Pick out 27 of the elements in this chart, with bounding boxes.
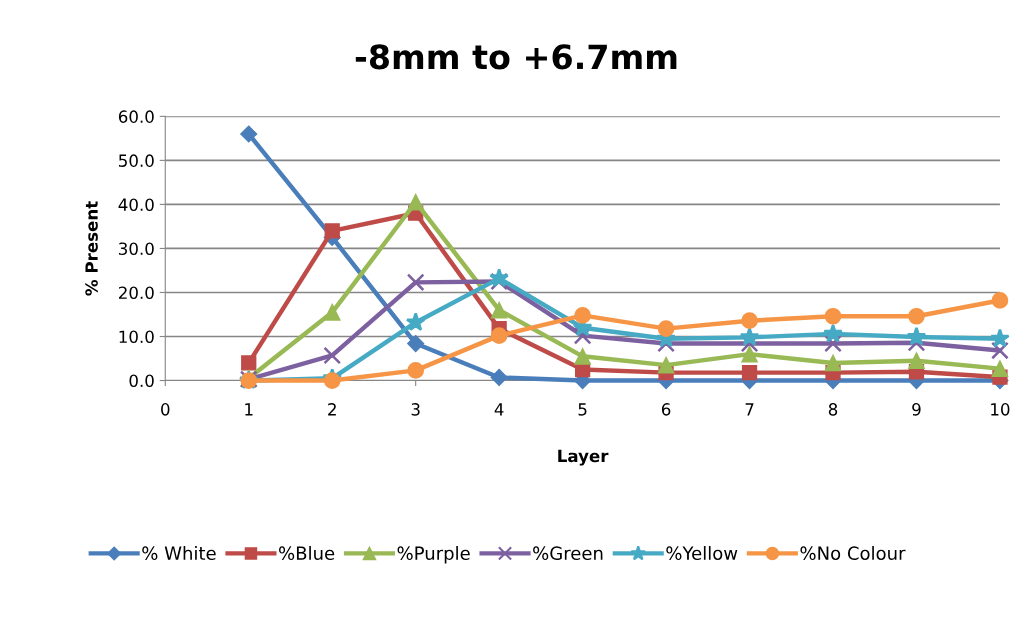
x-tick-label: 4 (494, 403, 504, 416)
legend-label: %Yellow (666, 546, 738, 561)
x-tick-label: 7 (745, 403, 754, 416)
x-tick-label: 6 (661, 403, 671, 416)
x-tick-label: 5 (578, 403, 587, 416)
x-tick-label: 8 (828, 403, 838, 416)
x-tick-label: 9 (912, 403, 921, 416)
y-tick-label: 50.0 (119, 154, 154, 167)
y-axis-title: % Present (85, 201, 98, 296)
y-tick-label: 30.0 (119, 242, 154, 256)
x-tick-label: 10 (991, 403, 1010, 416)
x-tick-label: 2 (328, 403, 336, 416)
x-tick-label: 3 (411, 403, 420, 416)
legend-label: % White (142, 546, 216, 561)
legend-label: %No Colour (800, 546, 906, 561)
y-tick-label: 40.0 (118, 198, 154, 211)
x-tick-label: 1 (245, 403, 253, 416)
y-tick-label: 60.0 (118, 110, 154, 123)
legend-label: %Purple (397, 546, 470, 564)
legend-label: %Blue (279, 546, 335, 561)
chart-title: -8mm to +6.7mm (355, 44, 677, 70)
y-tick-label: 10.0 (119, 330, 154, 344)
x-axis-title: Layer (558, 449, 609, 466)
legend-label: %Green (533, 546, 603, 561)
x-tick-label: 0 (161, 403, 170, 416)
y-tick-label: 20.0 (118, 286, 154, 300)
y-tick-label: 0.0 (129, 374, 154, 388)
